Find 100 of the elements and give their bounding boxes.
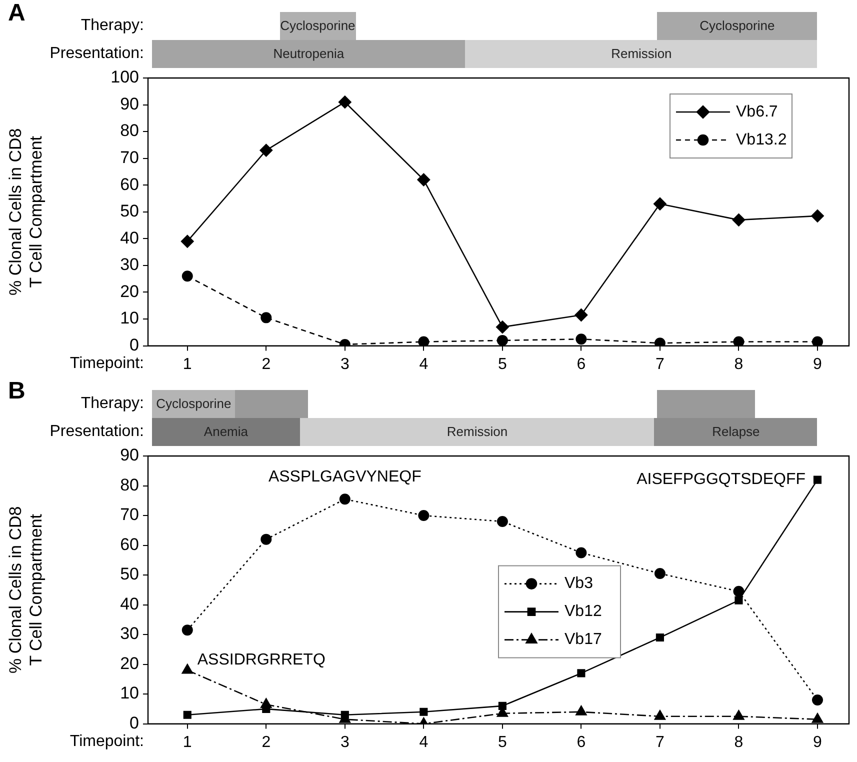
y-tick-label: 80	[120, 475, 139, 494]
y-tick-label: 30	[120, 624, 139, 644]
x-tick-label: 1	[182, 356, 192, 373]
therapy-block: Cyclosporine	[656, 12, 818, 40]
annotation: ASSIDRGRRETQ	[197, 652, 326, 669]
presentation-block: Anemia	[152, 418, 300, 446]
point	[653, 197, 666, 210]
y-tick-label: 20	[120, 654, 139, 673]
legend-label: Vb6.7	[736, 103, 778, 120]
y-tick-label: 70	[120, 148, 139, 168]
point	[182, 270, 193, 282]
y-tick-label: 100	[110, 68, 139, 87]
therapy-block: Cyclosporine	[152, 390, 236, 418]
y-tick-label: 40	[120, 594, 139, 614]
point	[418, 336, 430, 346]
y-tick-label: 20	[120, 282, 139, 301]
x-tick-label: 6	[576, 734, 586, 751]
point	[733, 586, 744, 597]
x-tick-label: 4	[419, 734, 428, 751]
y-tick-label: 30	[120, 255, 139, 274]
x-tick-label: 4	[419, 356, 428, 373]
x-tick-label: 3	[340, 356, 350, 373]
y-tick-label: 0	[130, 335, 139, 354]
point	[576, 705, 587, 716]
y-tick-label: 10	[120, 684, 139, 703]
point	[183, 710, 192, 719]
x-axis-title: Timepoint:	[70, 733, 144, 750]
point	[654, 710, 666, 720]
point	[812, 694, 823, 706]
point	[418, 510, 430, 522]
x-tick-label: 9	[813, 734, 822, 751]
point	[812, 336, 823, 346]
x-tick-label: 9	[813, 356, 822, 373]
legend-label: Vb13.2	[736, 131, 787, 148]
y-tick-label: 60	[120, 534, 139, 554]
x-tick-label: 2	[262, 734, 271, 751]
point	[813, 476, 822, 484]
point	[576, 547, 587, 558]
point	[260, 144, 273, 157]
point	[498, 702, 506, 710]
point	[260, 312, 272, 324]
point	[812, 712, 824, 723]
point	[339, 494, 350, 505]
legend-label: Vb17	[564, 631, 602, 648]
y-tick-label: 60	[120, 174, 139, 194]
y-tick-label: 50	[120, 202, 139, 221]
point	[574, 308, 588, 322]
text: Therapy:	[80, 394, 144, 414]
y-tick-label: 90	[120, 94, 139, 114]
point	[732, 213, 746, 226]
x-tick-label: 7	[656, 356, 665, 373]
point	[577, 669, 586, 678]
point	[340, 710, 349, 719]
point	[576, 334, 587, 345]
point	[496, 516, 508, 527]
point	[182, 624, 193, 636]
y-tick-label: 10	[120, 308, 139, 328]
y-tick-label: 0	[130, 713, 139, 732]
point	[733, 336, 744, 346]
point	[654, 568, 666, 580]
text: Presentation:	[50, 422, 144, 442]
text: Presentation:	[50, 44, 144, 64]
y-tick-label: 70	[120, 505, 139, 524]
point	[810, 209, 824, 222]
point	[733, 710, 744, 720]
x-tick-label: 8	[734, 734, 744, 751]
presentation-block: Neutropenia	[152, 40, 466, 68]
text: Therapy:	[80, 16, 144, 36]
annotation: AISEFPGGQTSDEQFF	[636, 471, 806, 488]
y-axis-title: % Clonal Cells in CD8 T Cell Compartment	[6, 506, 46, 674]
x-tick-label: 2	[262, 356, 271, 373]
point	[496, 334, 508, 346]
therapy-block: Cyclosporine	[280, 12, 356, 40]
point	[734, 596, 743, 604]
x-axis-title: Timepoint:	[70, 355, 144, 372]
point	[182, 664, 194, 674]
y-tick-label: 80	[120, 121, 139, 140]
point	[260, 534, 272, 545]
legend-label: Vb3	[564, 575, 594, 592]
presentation-block: Relapse	[654, 418, 818, 446]
x-tick-label: 3	[340, 734, 350, 751]
y-tick-label: 90	[120, 446, 139, 465]
presentation-block: Remission	[465, 40, 818, 68]
x-tick-label: 5	[498, 356, 507, 373]
presentation-block: Remission	[300, 418, 654, 446]
point	[417, 173, 430, 186]
legend-label: Vb12	[564, 603, 602, 620]
x-tick-label: 1	[182, 734, 192, 751]
x-tick-label: 5	[498, 734, 507, 751]
point	[338, 96, 352, 109]
point	[420, 708, 428, 716]
chart-title: B	[8, 378, 26, 405]
x-tick-label: 6	[576, 356, 586, 373]
y-tick-label: 50	[120, 564, 139, 584]
x-tick-label: 8	[734, 356, 744, 373]
x-tick-label: 7	[656, 734, 665, 751]
point	[180, 234, 194, 248]
annotation: ASSPLGAGVYNEQF	[268, 468, 422, 486]
y-tick-label: 40	[120, 228, 139, 248]
y-axis-title: % Clonal Cells in CD8 T Cell Compartment	[6, 128, 46, 296]
